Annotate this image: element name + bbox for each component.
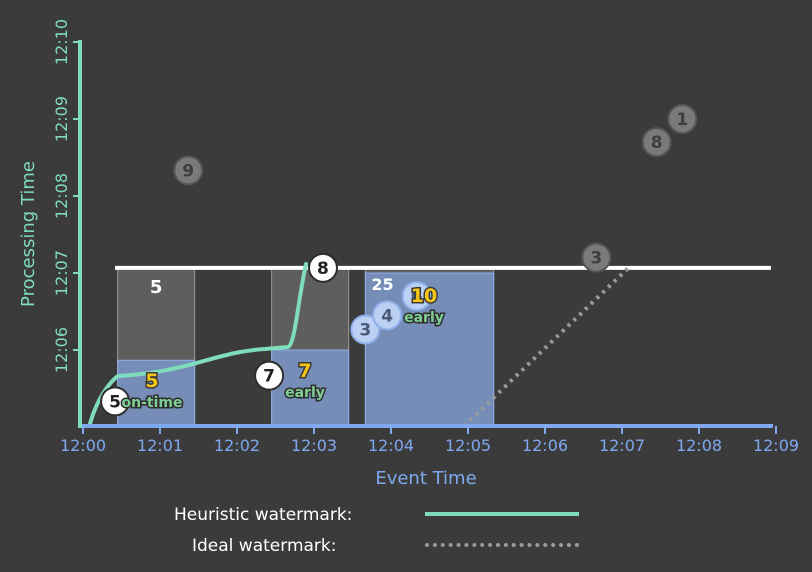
point-label-p6: 6 xyxy=(411,287,423,307)
y-tick-label: 12:06 xyxy=(52,327,71,373)
pane-tag-label: early xyxy=(404,310,444,326)
point-p8a xyxy=(307,252,338,283)
y-tick-label: 12:07 xyxy=(52,250,71,296)
x-tick-label: 12:04 xyxy=(368,436,414,455)
pane-result-label: 7 xyxy=(298,360,311,382)
y-tick-label: 12:08 xyxy=(52,173,71,219)
point-label-p3a: 3 xyxy=(359,320,371,340)
x-tick-label: 12:01 xyxy=(137,436,183,455)
heuristic-watermark-line xyxy=(87,262,308,428)
watermark-layer xyxy=(87,262,630,428)
point-p1 xyxy=(667,104,698,134)
point-p4 xyxy=(372,300,403,331)
x-tick-label: 12:05 xyxy=(445,436,491,455)
point-p7 xyxy=(254,360,285,391)
x-tick-label: 12:09 xyxy=(753,436,799,455)
point-p3a xyxy=(350,314,381,345)
x-tick-label: 12:03 xyxy=(291,436,337,455)
point-label-p5: 5 xyxy=(109,392,121,412)
x-tick-label: 12:02 xyxy=(214,436,260,455)
point-p5 xyxy=(100,386,131,417)
ideal-watermark-line xyxy=(462,266,630,428)
point-p8b xyxy=(641,127,672,158)
labels-layer: 5 25 5 on-time 7 early 10 early xyxy=(120,275,445,413)
point-label-p9: 9 xyxy=(182,161,194,181)
point-label-p8a: 8 xyxy=(317,259,329,279)
point-label-p4: 4 xyxy=(381,306,393,326)
point-p3b xyxy=(581,242,612,273)
point-p9 xyxy=(173,155,204,186)
pane-tag-label: on-time xyxy=(122,395,183,411)
pane-2 xyxy=(271,349,350,427)
pane-header-label: 25 xyxy=(371,275,393,294)
point-p6 xyxy=(401,281,432,312)
x-tick-label: 12:07 xyxy=(599,436,645,455)
pane-tag-label: early xyxy=(285,385,325,401)
y-axis-title: Processing Time xyxy=(18,161,39,307)
axes-layer: 12:00 12:01 12:02 12:03 12:04 12:05 12:06 12:07… xyxy=(18,19,799,489)
pane-result-label: 5 xyxy=(145,370,158,392)
point-label-p7: 7 xyxy=(263,367,275,387)
point-label-p8b: 8 xyxy=(651,133,663,153)
y-tick-label: 12:09 xyxy=(52,96,71,142)
point-label-p3b: 3 xyxy=(590,249,602,269)
x-tick-label: 12:06 xyxy=(522,436,568,455)
x-axis-title: Event Time xyxy=(375,468,476,489)
x-tick-label: 12:08 xyxy=(676,436,722,455)
pane-result-label: 10 xyxy=(411,285,437,307)
x-tick-label: 12:00 xyxy=(60,436,106,455)
point-label-p1: 1 xyxy=(676,110,688,130)
window-sum-label: 5 xyxy=(150,277,163,298)
y-tick-label: 12:10 xyxy=(52,19,71,65)
